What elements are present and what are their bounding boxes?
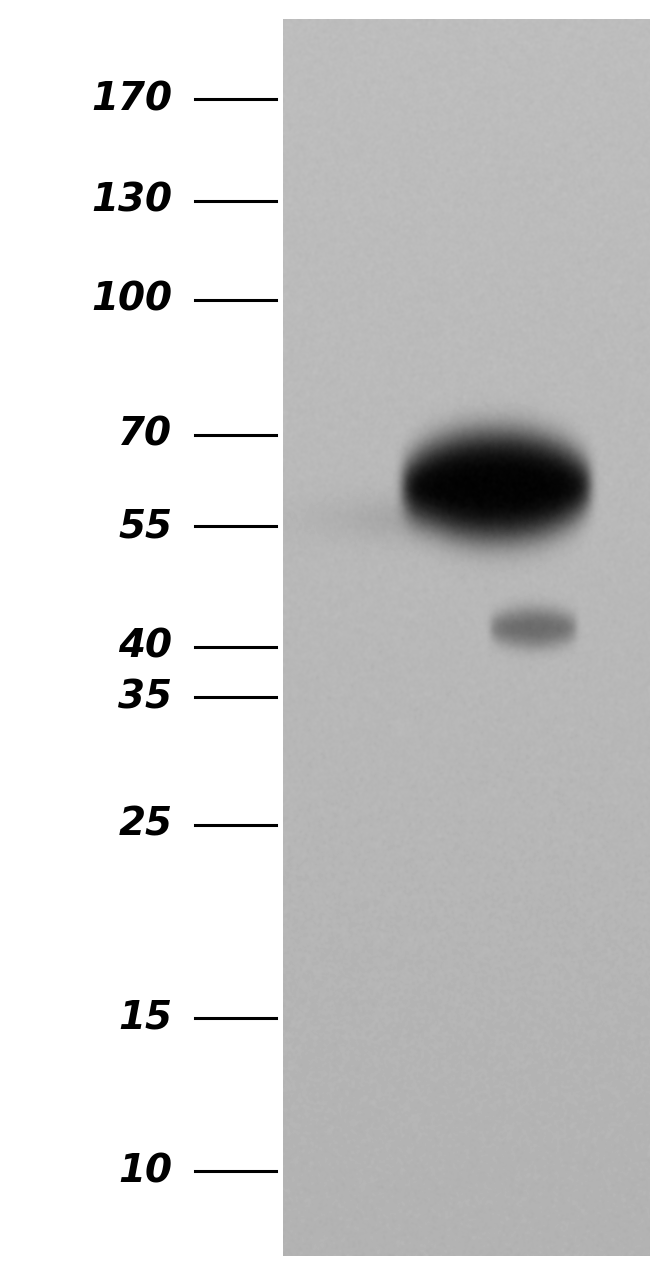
Text: 40: 40 [118,627,172,666]
Text: 15: 15 [118,998,172,1037]
Text: 10: 10 [118,1153,172,1191]
Text: 35: 35 [118,678,172,717]
Text: 55: 55 [118,507,172,546]
Text: 130: 130 [91,181,172,219]
Text: 70: 70 [118,416,172,454]
Text: 25: 25 [118,806,172,844]
Text: 100: 100 [91,280,172,319]
Text: 170: 170 [91,80,172,119]
